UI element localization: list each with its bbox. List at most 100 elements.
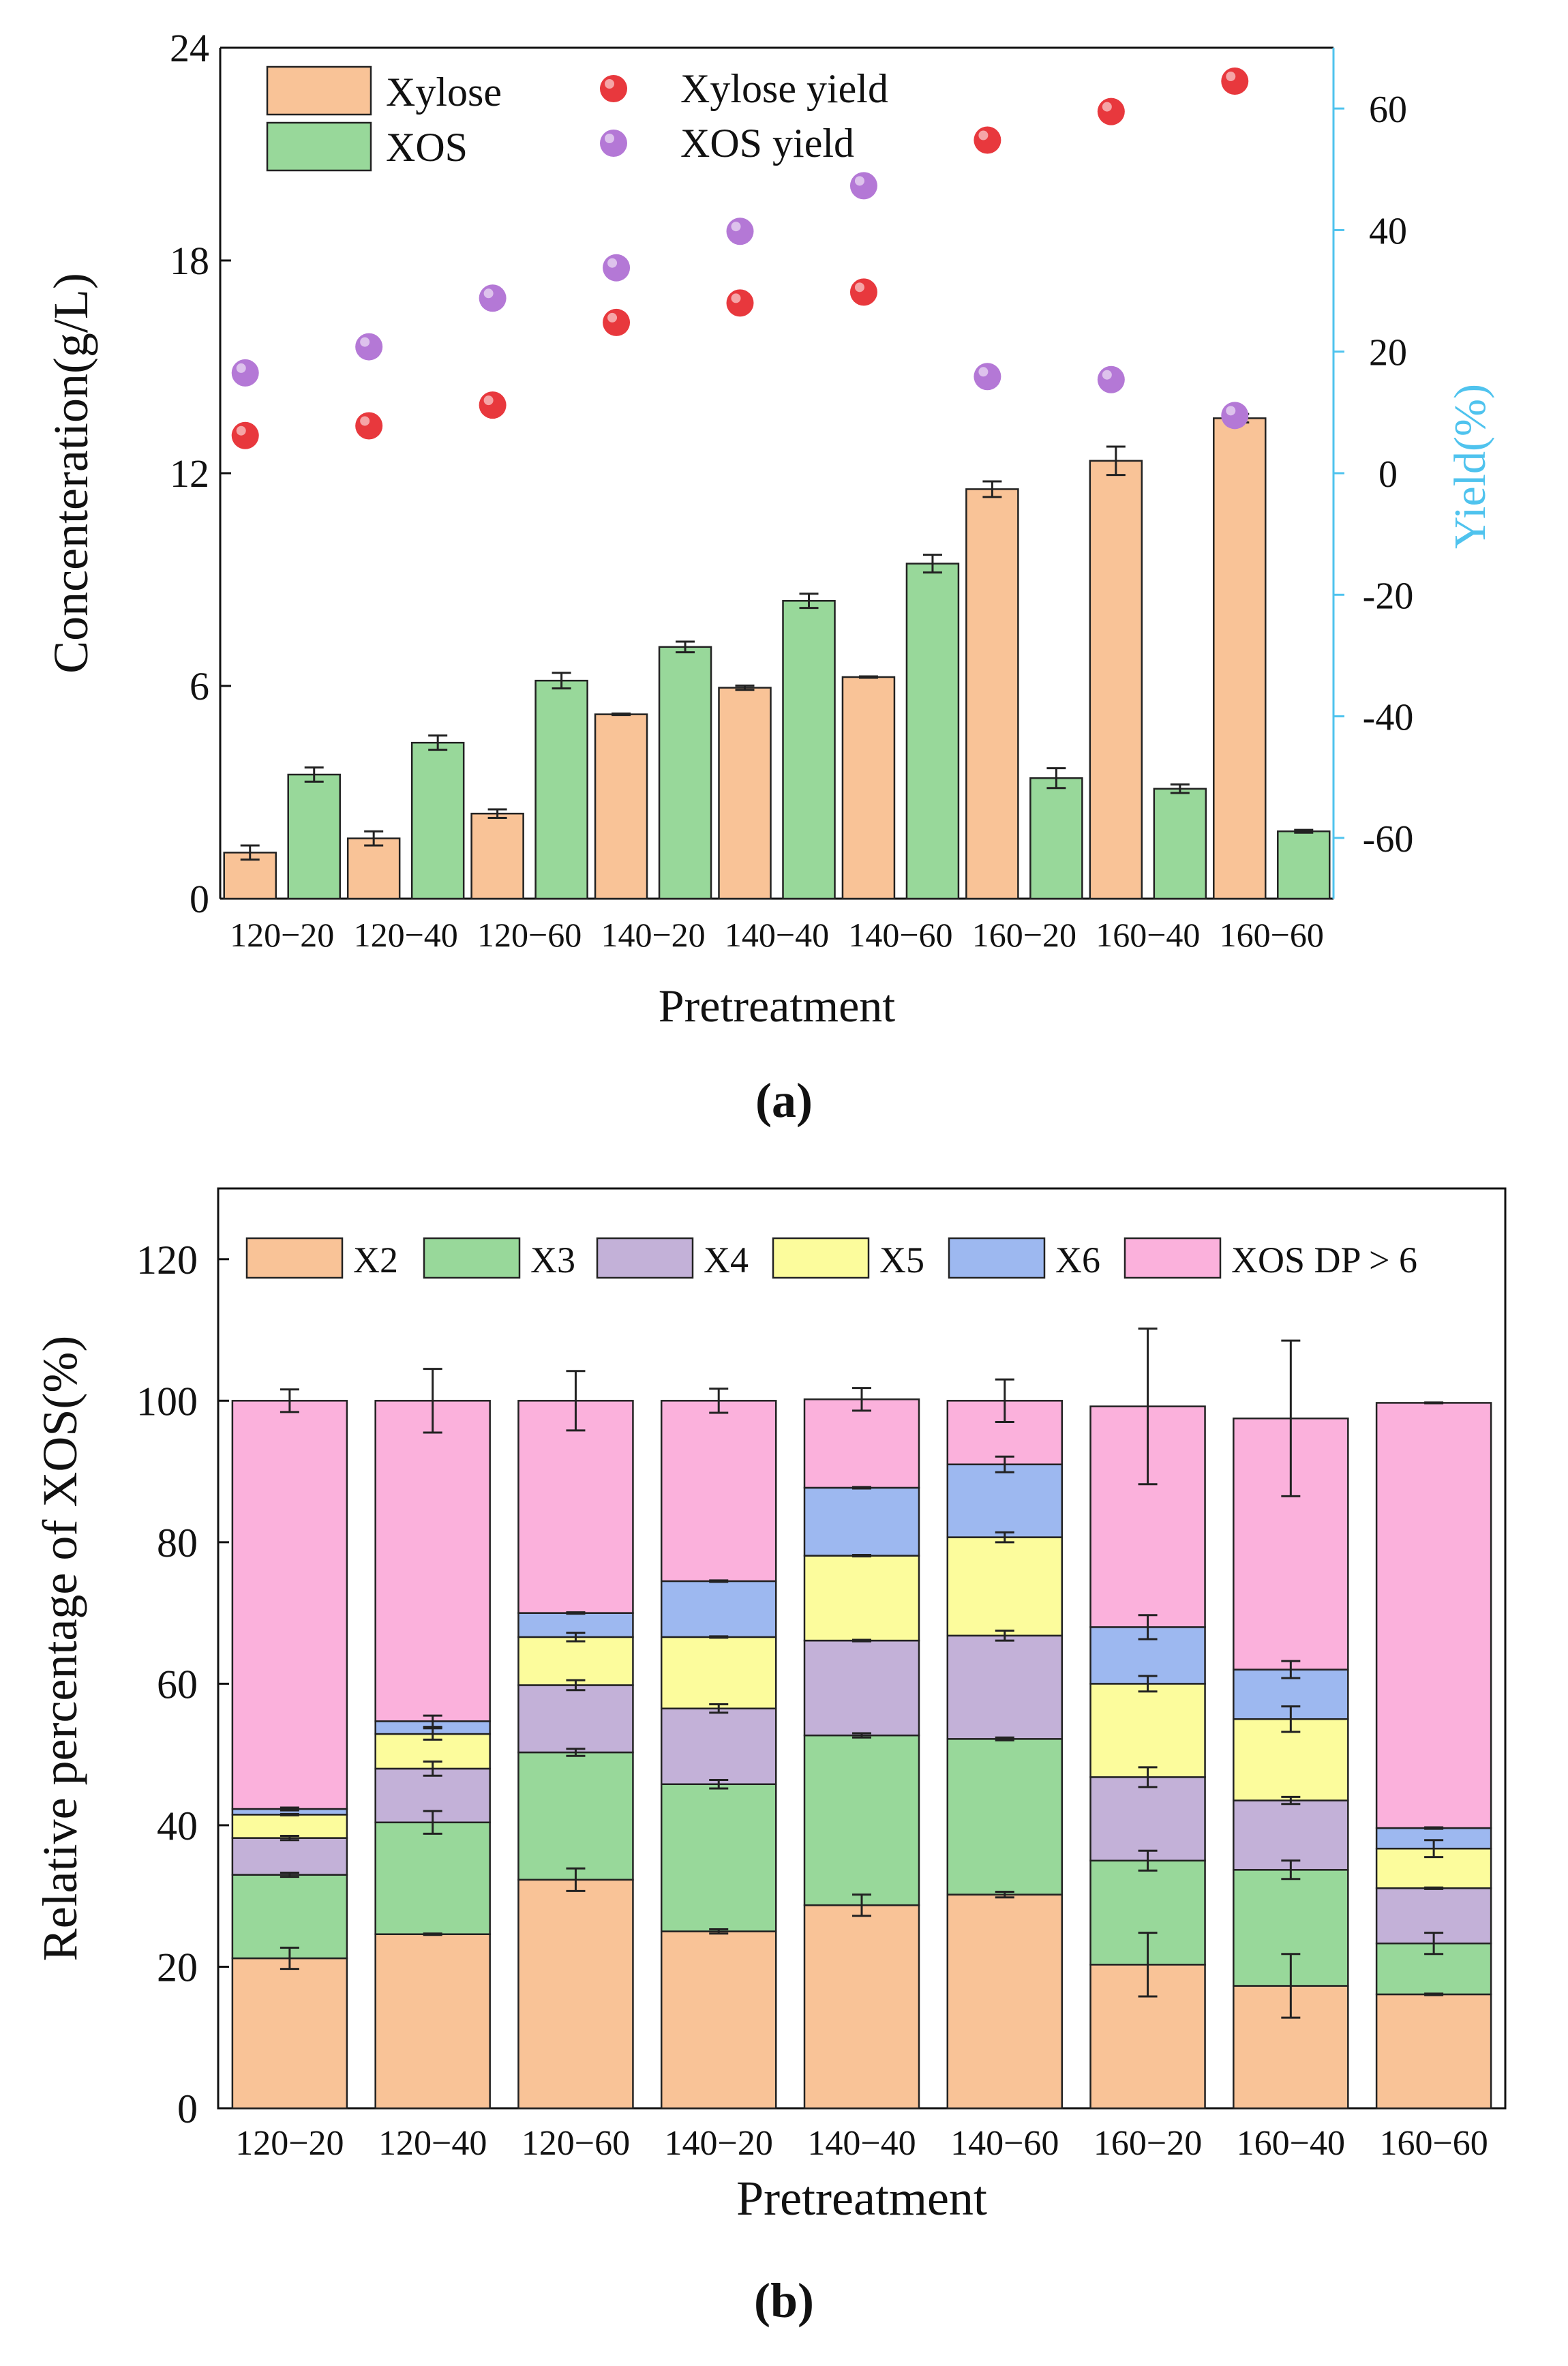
xos-yield-point bbox=[603, 254, 631, 282]
error-bar-x4 bbox=[1281, 1795, 1301, 1806]
x-tick-label: 140−20 bbox=[665, 2124, 773, 2163]
legend-label-x3: X3 bbox=[530, 1240, 575, 1281]
legend-label-xos-dp6: XOS DP > 6 bbox=[1231, 1240, 1417, 1281]
error-bar-x3 bbox=[1424, 1932, 1444, 1956]
x-tick-label: 160−20 bbox=[1094, 2124, 1202, 2163]
stack-segment-x4 bbox=[803, 1639, 920, 1737]
panel-a-yield-concentration-chart: 0 6 12 18 24 -60 -40 -20 0 20 40 60 120−20 120−40 120−… bbox=[44, 26, 1495, 1128]
stack-segment-x4 bbox=[517, 1684, 634, 1754]
y2-tick-label: -60 bbox=[1363, 818, 1414, 860]
xos-error-bar bbox=[552, 672, 571, 690]
xylose-bar bbox=[1089, 460, 1143, 900]
stack-segment-x2 bbox=[946, 1893, 1064, 2110]
xos-bar bbox=[658, 646, 712, 900]
xos-bar bbox=[1029, 777, 1083, 900]
x-tick-label: 120−40 bbox=[378, 2124, 487, 2163]
xylose-bar bbox=[965, 488, 1019, 900]
xylose-error-bar bbox=[364, 830, 384, 847]
error-bar-x5 bbox=[423, 1727, 442, 1741]
xylose-bar bbox=[594, 713, 648, 900]
xylose-yield-point bbox=[355, 412, 383, 440]
y2-axis-title: Yield(%) bbox=[1445, 384, 1495, 549]
x-tick-label: 160−60 bbox=[1220, 916, 1324, 954]
y-tick-label: 100 bbox=[136, 1379, 198, 1424]
error-bar-x2 bbox=[852, 1893, 871, 1917]
error-bar-x3 bbox=[1281, 1859, 1301, 1881]
stack-segment-x2 bbox=[1089, 1964, 1206, 2110]
legend-swatch-x5 bbox=[772, 1237, 870, 1279]
xos-yield-point bbox=[1097, 365, 1125, 393]
xos-error-bar bbox=[1294, 828, 1314, 834]
x-tick-label: 120−60 bbox=[477, 916, 582, 954]
y2-tick-label: -40 bbox=[1363, 697, 1414, 739]
error-bar-x4 bbox=[709, 1703, 729, 1714]
xos-yield-point bbox=[1221, 402, 1249, 430]
xylose-bar bbox=[718, 687, 772, 900]
xos-bar bbox=[782, 599, 836, 900]
stack-segment-x5 bbox=[231, 1814, 348, 1839]
xylose-yield-point bbox=[974, 126, 1001, 154]
error-bar-x6 bbox=[423, 1714, 442, 1728]
error-bar-x3 bbox=[995, 1736, 1014, 1741]
y2-tick-label: 0 bbox=[1378, 453, 1398, 496]
legend-swatch-xos bbox=[266, 121, 372, 172]
error-bar-x6 bbox=[852, 1486, 871, 1490]
stack-segment-x4 bbox=[1089, 1776, 1206, 1862]
error-bar-x2 bbox=[1424, 1992, 1444, 1996]
error-bar-x4 bbox=[423, 1761, 442, 1777]
xylose-error-bar bbox=[1106, 445, 1126, 477]
legend-swatch-xylose bbox=[266, 65, 372, 116]
xos-error-bar bbox=[428, 734, 448, 751]
panel-b-xos-composition-chart: 0 20 40 60 80 100 120 120−20 120−40 120−60 140−20 1… bbox=[33, 1187, 1507, 2328]
error-bar-xos-dp6 bbox=[709, 1388, 729, 1414]
stack-segment-xos-dp6 bbox=[517, 1400, 634, 1614]
xos-error-bar bbox=[304, 766, 324, 783]
stack-segment-xos-dp6 bbox=[660, 1400, 777, 1583]
legend-marker-xos-yield bbox=[600, 130, 627, 157]
x-tick-label: 160−60 bbox=[1379, 2124, 1488, 2163]
stack-segment-x5 bbox=[1089, 1683, 1206, 1778]
stack-segment-xos-dp6 bbox=[803, 1398, 920, 1489]
legend-swatch-x3 bbox=[423, 1237, 521, 1279]
error-bar-x5 bbox=[566, 1632, 586, 1643]
error-bar-x4 bbox=[852, 1638, 871, 1643]
xos-error-bar bbox=[1170, 783, 1190, 794]
x-tick-label: 140−60 bbox=[848, 916, 952, 954]
stack-segment-x6 bbox=[803, 1486, 920, 1557]
xos-bar bbox=[410, 741, 465, 900]
xos-yield-point bbox=[231, 359, 259, 387]
legend-swatch-xos-dp6 bbox=[1124, 1237, 1222, 1279]
xylose-error-bar bbox=[240, 844, 260, 861]
xylose-yield-point bbox=[849, 278, 877, 306]
error-bar-x2 bbox=[1138, 1932, 1158, 1998]
legend-label-x5: X5 bbox=[879, 1240, 924, 1281]
y-tick-label: 24 bbox=[170, 26, 209, 70]
x-axis-title: Pretreatment bbox=[659, 980, 896, 1032]
error-bar-x5 bbox=[995, 1531, 1014, 1544]
stack-segment-x3 bbox=[231, 1874, 348, 1960]
legend-swatch-x2 bbox=[245, 1237, 344, 1279]
error-bar-x4 bbox=[566, 1679, 586, 1692]
xos-yield-point bbox=[355, 333, 383, 361]
stack-segment-x2 bbox=[517, 1878, 634, 2110]
xylose-yield-point bbox=[231, 421, 259, 449]
error-bar-x5 bbox=[852, 1554, 871, 1558]
error-bar-x2 bbox=[995, 1890, 1014, 1899]
x-tick-label: 120−20 bbox=[235, 2124, 344, 2163]
error-bar-x2 bbox=[709, 1928, 729, 1935]
xos-error-bar bbox=[799, 593, 819, 610]
legend-label-xos: XOS bbox=[386, 125, 468, 170]
legend-swatch-x6 bbox=[948, 1237, 1046, 1279]
error-bar-x3 bbox=[709, 1779, 729, 1790]
error-bar-x6 bbox=[709, 1579, 729, 1583]
panel-label-b: (b) bbox=[754, 2273, 814, 2328]
legend-label-xos-yield: XOS yield bbox=[680, 121, 854, 166]
stack-segment-x3 bbox=[374, 1821, 491, 1935]
xos-bar bbox=[534, 679, 588, 900]
error-bar-x6 bbox=[1281, 1660, 1301, 1679]
y2-tick-label: 20 bbox=[1369, 332, 1407, 374]
y-tick-label: 40 bbox=[157, 1803, 198, 1848]
error-bar-x3 bbox=[423, 1810, 442, 1835]
error-bar-x5 bbox=[1424, 1839, 1444, 1859]
xylose-bar bbox=[1213, 417, 1267, 900]
